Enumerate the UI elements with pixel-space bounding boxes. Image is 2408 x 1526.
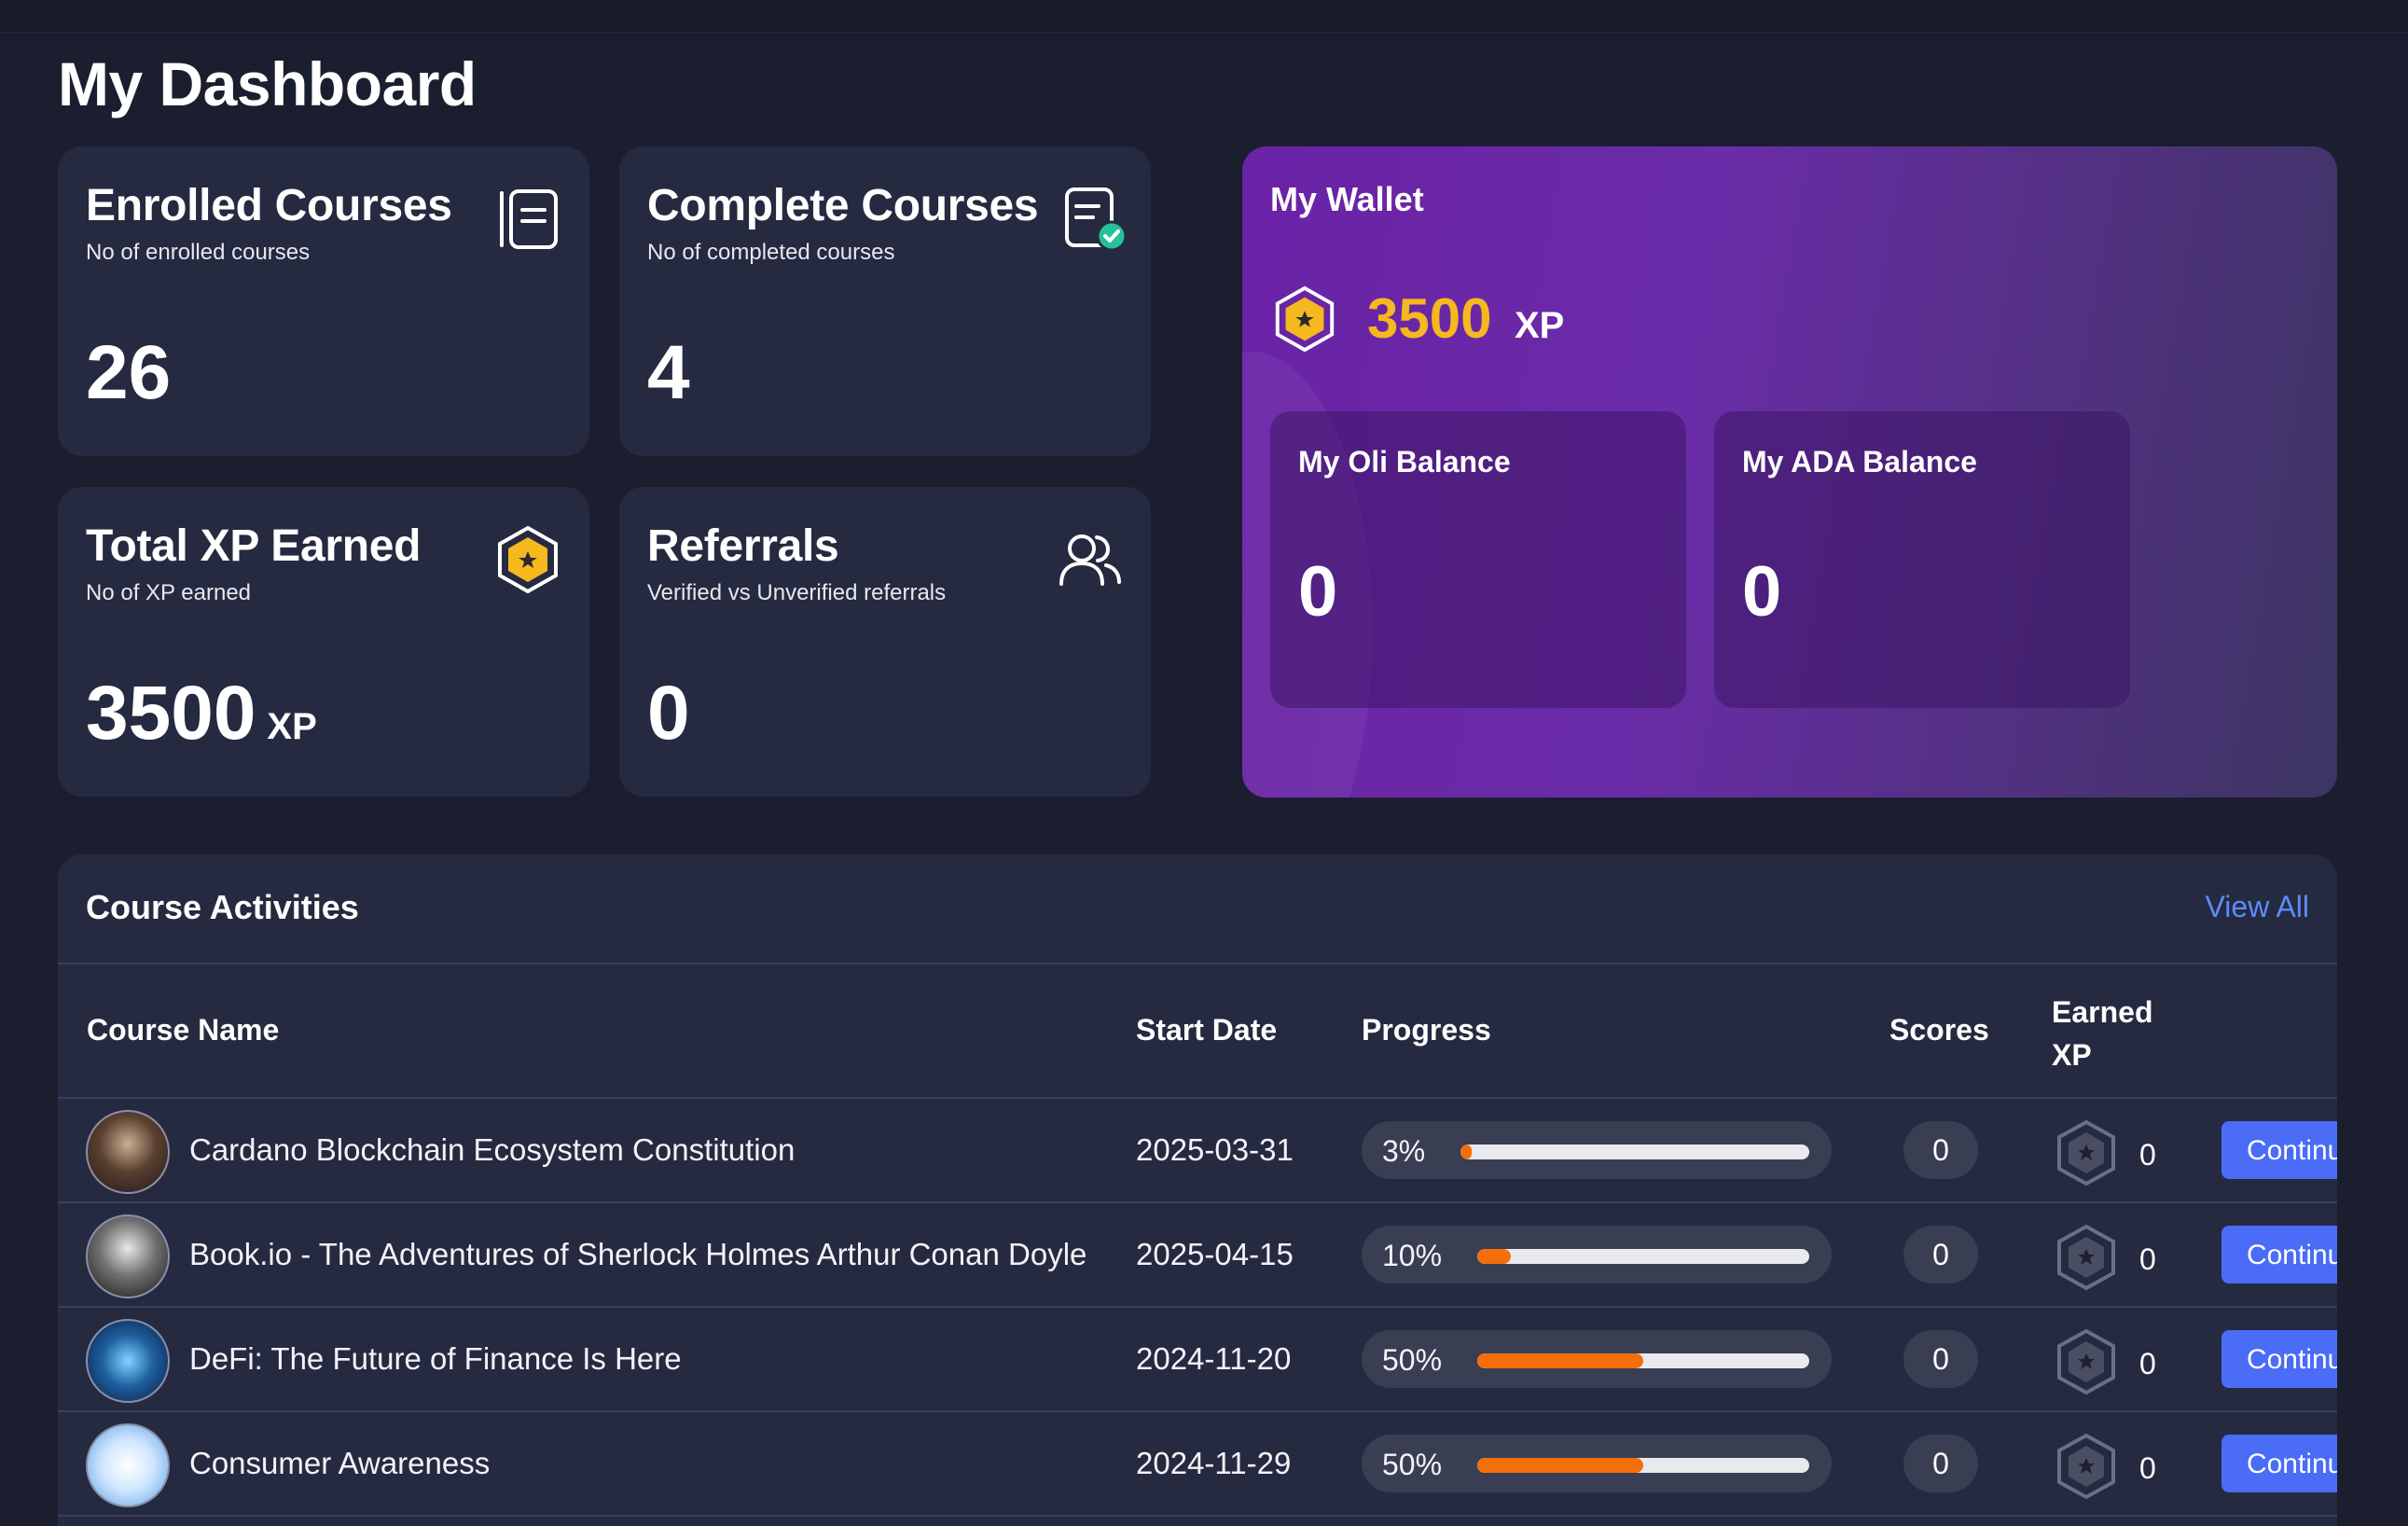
table-row: DeFi: The Future of Finance Is Here 2024-… [58,1308,2337,1412]
continue-button[interactable]: Continue [2221,1330,2337,1388]
course-thumbnail [86,1319,170,1403]
complete-courses-card: Complete Courses No of completed courses… [619,146,1151,456]
card-title: Referrals [647,521,839,571]
oli-balance-value: 0 [1298,552,1338,631]
score-pill: 0 [1903,1226,1978,1283]
continue-button[interactable]: Continue [2221,1435,2337,1492]
xp-unit: XP [267,706,317,747]
progress-percent: 10% [1382,1239,1443,1272]
course-name: Cardano Blockchain Ecosystem Constitutio… [189,1132,796,1167]
progress-fill [1477,1458,1643,1473]
earned-xp-value: 0 [2139,1242,2156,1276]
card-value: 3500 XP [86,670,317,757]
page-title: My Dashboard [58,49,477,118]
top-bar [0,0,2408,33]
earned-xp-value: 0 [2139,1347,2156,1380]
column-header-earned-xp: Earned XP [2052,991,2152,1076]
referrals-card: Referrals Verified vs Unverified referra… [619,487,1151,797]
xp-badge-icon [2057,1328,2115,1395]
column-header-progress: Progress [1362,1013,1491,1047]
ada-balance-card: My ADA Balance 0 [1714,411,2130,708]
start-date: 2025-03-31 [1136,1132,1294,1167]
progress-track [1477,1353,1809,1368]
column-header-scores: Scores [1889,1013,1989,1047]
progress-percent: 3% [1382,1134,1426,1168]
earned-xp-value: 0 [2139,1451,2156,1485]
card-value: 0 [647,671,690,756]
progress-track [1477,1249,1809,1264]
column-header-course-name: Course Name [87,1013,280,1047]
table-row: Consumer Awareness 2024-11-29 50% 0 0 Continu… [58,1412,2337,1517]
card-value: 26 [86,330,172,415]
book-icon [500,189,558,249]
oli-balance-card: My Oli Balance 0 [1270,411,1686,708]
wallet-title: My Wallet [1270,180,1424,218]
ada-balance-title: My ADA Balance [1742,445,1977,479]
course-thumbnail [86,1423,170,1507]
xp-badge-icon [2057,1224,2115,1291]
progress-percent: 50% [1382,1343,1443,1377]
wallet-panel: My Wallet 3500 XP My Oli Balance 0 My AD… [1242,146,2337,798]
start-date: 2024-11-29 [1136,1446,1292,1480]
card-subtitle: No of completed courses [647,240,895,265]
course-name: Consumer Awareness [189,1446,491,1480]
column-header-start-date: Start Date [1136,1013,1278,1047]
column-header-earned-line1: Earned [2052,995,2153,1029]
xp-badge-icon [1275,285,1335,353]
table-header-divider [58,1097,2337,1099]
card-value: 4 [647,330,690,415]
activities-header: Course Activities View All [58,854,2337,964]
progress-pill: 50% [1362,1435,1832,1492]
oli-balance-title: My Oli Balance [1298,445,1511,479]
xp-number: 3500 [86,671,256,756]
card-subtitle: Verified vs Unverified referrals [647,580,947,605]
course-thumbnail [86,1214,170,1298]
xp-badge-icon [2057,1433,2115,1500]
continue-button[interactable]: Continue [2221,1121,2337,1179]
score-pill: 0 [1903,1121,1978,1179]
table-row: Cardano Blockchain Ecosystem Constitutio… [58,1099,2337,1203]
users-icon [1059,534,1121,586]
total-xp-card: Total XP Earned No of XP earned 3500 XP [58,487,589,797]
progress-fill [1477,1353,1643,1368]
start-date: 2025-04-15 [1136,1237,1294,1271]
score-pill: 0 [1903,1435,1978,1492]
card-title: Enrolled Courses [86,181,452,230]
course-thumbnail [86,1110,170,1194]
progress-track [1477,1458,1809,1473]
progress-pill: 50% [1362,1330,1832,1388]
earned-xp-value: 0 [2139,1138,2156,1172]
activities-title: Course Activities [86,888,359,926]
start-date: 2024-11-20 [1136,1341,1292,1376]
course-activities-panel: Course Activities View All Course Name S… [58,854,2337,1526]
progress-pill: 3% [1362,1121,1832,1179]
xp-badge-icon [498,525,558,594]
view-all-link[interactable]: View All [2205,890,2309,923]
wallet-xp-value: 3500 [1367,287,1492,350]
document-check-icon [1065,187,1128,252]
continue-button[interactable]: Continue [2221,1226,2337,1283]
column-header-earned-line2: XP [2052,1038,2092,1072]
wallet-xp-unit: XP [1515,305,1565,346]
enrolled-courses-card: Enrolled Courses No of enrolled courses … [58,146,589,456]
card-title: Complete Courses [647,181,1039,230]
progress-fill [1460,1144,1472,1159]
table-row: Book.io - The Adventures of Sherlock Hol… [58,1203,2337,1308]
course-name: DeFi: The Future of Finance Is Here [189,1341,682,1376]
card-title: Total XP Earned [86,521,422,571]
progress-pill: 10% [1362,1226,1832,1283]
ada-balance-value: 0 [1742,552,1782,631]
progress-percent: 50% [1382,1448,1443,1481]
card-subtitle: No of XP earned [86,580,252,605]
course-name: Book.io - The Adventures of Sherlock Hol… [189,1237,1087,1271]
xp-badge-icon [2057,1119,2115,1186]
progress-track [1460,1144,1809,1159]
score-pill: 0 [1903,1330,1978,1388]
card-subtitle: No of enrolled courses [86,240,311,265]
progress-fill [1477,1249,1511,1264]
